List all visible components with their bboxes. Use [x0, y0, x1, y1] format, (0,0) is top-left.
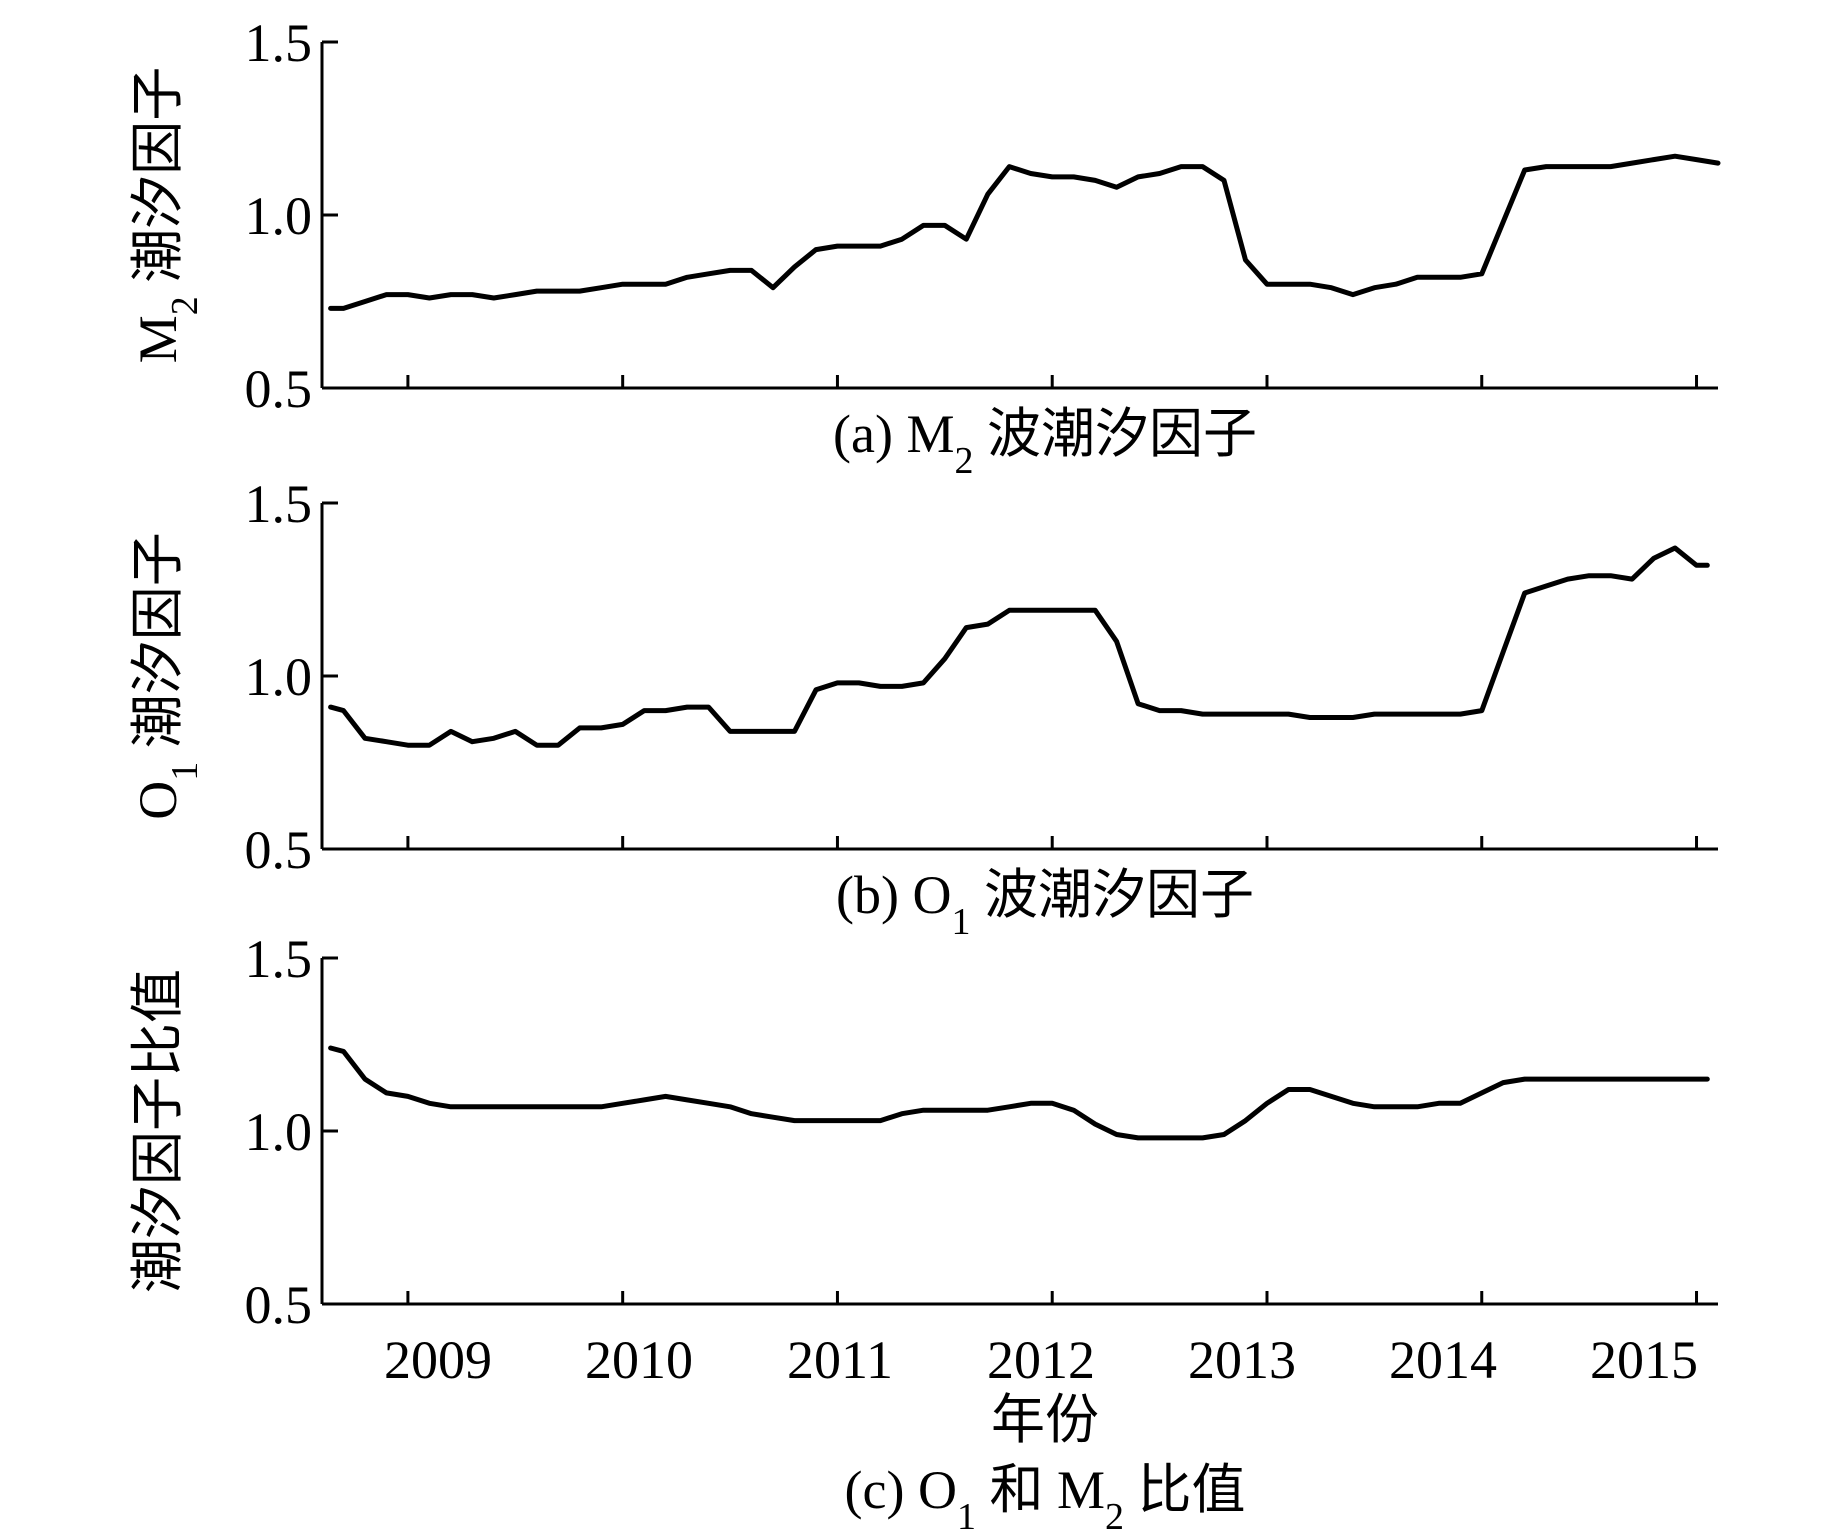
y-tick-label: 1.5	[245, 13, 313, 73]
panel-caption: (b) O1 波潮汐因子	[836, 865, 1254, 943]
panel-3: 0.5 1.0 1.5 2009 2010 2011 2012 2013 2014 2015 潮汐因…	[128, 929, 1718, 1535]
y-tick-label: 1.0	[245, 186, 313, 246]
x-tick-label: 2010	[585, 1330, 693, 1390]
y-axis-label: M2 潮汐因子	[128, 67, 206, 364]
x-tick-label: 2011	[787, 1330, 893, 1390]
x-tick-label: 2012	[987, 1330, 1095, 1390]
panel-2: 0.5 1.0 1.5 O1 潮汐因子 (b) O1 波潮汐因子	[128, 474, 1718, 943]
x-tick-label: 2015	[1590, 1330, 1698, 1390]
panel-caption: (c) O1 和 M2 比值	[845, 1460, 1246, 1535]
y-tick-label: 0.5	[245, 1275, 313, 1335]
series-line	[328, 545, 1710, 748]
y-tick-label: 1.5	[245, 474, 313, 534]
series-line	[328, 153, 1721, 311]
x-tick-label: 2009	[384, 1330, 492, 1390]
series-line	[328, 1045, 1710, 1141]
x-tick-label: 2014	[1389, 1330, 1497, 1390]
y-tick-label: 1.5	[245, 929, 313, 989]
panel-1: 0.5 1.0 1.5 M2 潮汐因子 (a) M2 波潮汐因子	[128, 13, 1721, 482]
x-axis-title: 年份	[991, 1390, 1099, 1450]
y-tick-label: 0.5	[245, 820, 313, 880]
y-axis-label: 潮汐因子比值	[128, 969, 188, 1293]
y-tick-label: 1.0	[245, 1102, 313, 1162]
y-tick-label: 1.0	[245, 647, 313, 707]
x-tick-label: 2013	[1188, 1330, 1296, 1390]
panels: 0.5 1.0 1.5 M2 潮汐因子 (a) M2 波潮汐因子 0.5 1.0 1.5 O1 …	[128, 13, 1721, 1535]
y-axis-label: O1 潮汐因子	[128, 532, 206, 820]
y-tick-label: 0.5	[245, 359, 313, 419]
panel-caption: (a) M2 波潮汐因子	[833, 404, 1257, 482]
